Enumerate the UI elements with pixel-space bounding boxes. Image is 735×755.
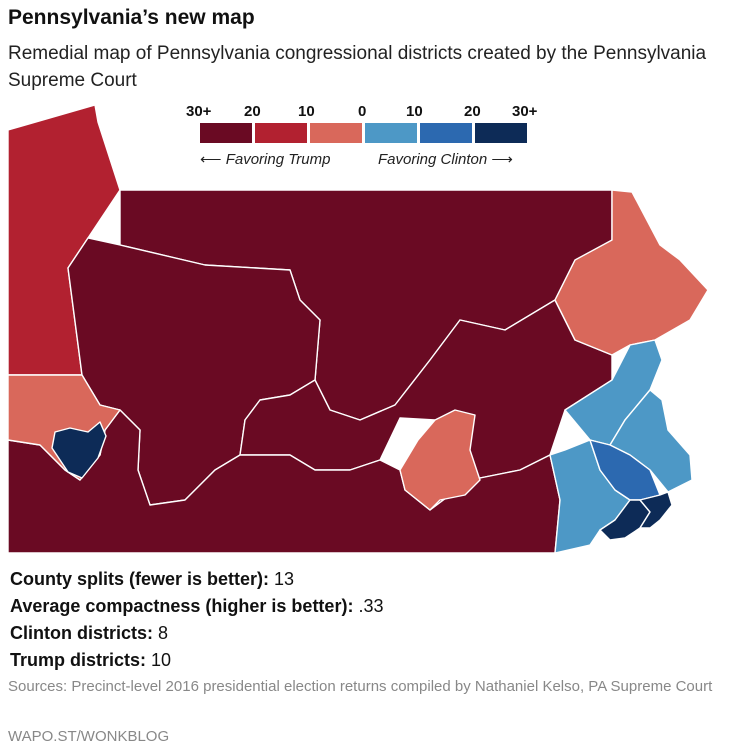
legend-label: 0	[358, 103, 367, 120]
stats-block: County splits (fewer is better): 13 Aver…	[10, 566, 383, 674]
legend-swatch-trump-30	[200, 123, 252, 143]
stat-value: .33	[358, 596, 384, 616]
favoring-clinton-text: Favoring Clinton	[378, 151, 488, 168]
district-pittsburgh	[51, 421, 107, 479]
stat-label: Clinton districts:	[10, 623, 153, 643]
map-subtitle: Remedial map of Pennsylvania congression…	[8, 43, 707, 91]
legend-label: 20	[244, 103, 261, 120]
left-arrow-icon: ⟵	[200, 151, 222, 168]
stat-label: Trump districts:	[10, 650, 147, 670]
stat-row: Average compactness (higher is better): …	[10, 593, 383, 620]
legend-swatch-clinton-10	[365, 123, 417, 143]
stat-row: Trump districts: 10	[10, 647, 383, 674]
legend-label: 10	[406, 103, 423, 120]
stat-value: 8	[158, 623, 169, 643]
stat-label: County splits (fewer is better):	[10, 569, 270, 589]
legend-swatch-clinton-20	[420, 123, 472, 143]
favoring-trump-label: ⟵ Favoring Trump	[200, 150, 330, 168]
legend-swatch-trump-20	[255, 123, 307, 143]
favoring-trump-text: Favoring Trump	[225, 151, 331, 168]
legend-tick-labels: 30+ 20 10 0 10 20 30+	[186, 103, 546, 121]
pennsylvania-district-map	[7, 104, 709, 554]
district-harrisburg	[399, 409, 481, 511]
right-arrow-icon: ⟶	[491, 151, 513, 168]
stat-label: Average compactness (higher is better):	[10, 596, 354, 616]
map-title: Pennsylvania’s new map	[8, 6, 255, 29]
legend-swatch-trump-10	[310, 123, 362, 143]
legend-swatch-clinton-30	[475, 123, 527, 143]
legend-label: 20	[464, 103, 481, 120]
district-philadelphia-2	[639, 491, 673, 529]
stat-value: 10	[151, 650, 172, 670]
stat-row: County splits (fewer is better): 13	[10, 566, 383, 593]
sources-note: Sources: Precinct-level 2016 presidentia…	[8, 678, 713, 695]
legend-label: 10	[298, 103, 315, 120]
color-legend: 30+ 20 10 0 10 20 30+ ⟵ Favoring Trump F…	[186, 103, 546, 175]
favoring-clinton-label: Favoring Clinton ⟶	[378, 150, 513, 168]
legend-label: 30+	[186, 103, 212, 120]
stat-value: 13	[274, 569, 295, 589]
stat-row: Clinton districts: 8	[10, 620, 383, 647]
legend-label: 30+	[512, 103, 538, 120]
credit-link[interactable]: WAPO.ST/WONKBLOG	[8, 728, 170, 745]
